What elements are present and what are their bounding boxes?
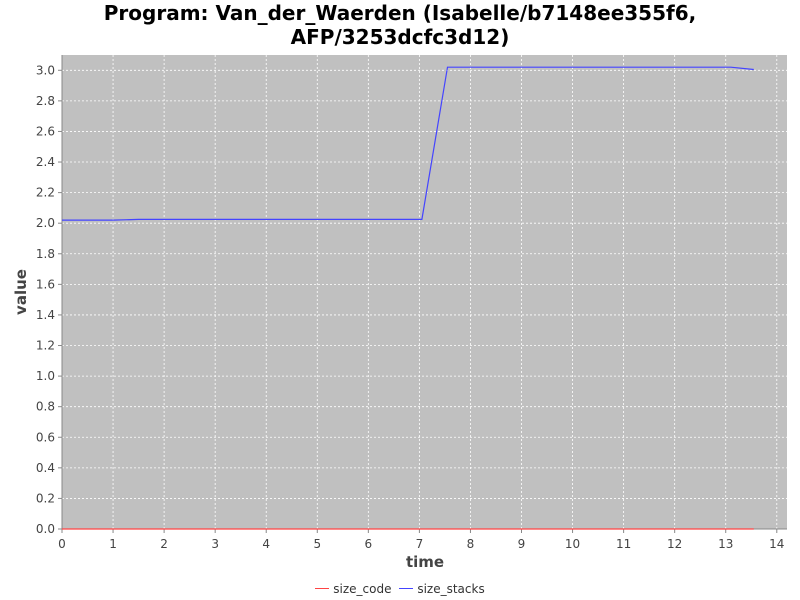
x-tick-label: 7 (416, 537, 424, 551)
y-tick-label: 0.8 (36, 400, 55, 414)
y-tick-label: 1.4 (36, 308, 55, 322)
x-tick-label: 12 (667, 537, 682, 551)
x-tick-label: 0 (58, 537, 66, 551)
y-tick-label: 1.6 (36, 277, 55, 291)
x-axis-label: time (406, 553, 444, 571)
y-tick-label: 2.8 (36, 94, 55, 108)
x-tick-label: 10 (565, 537, 580, 551)
x-tick-label: 3 (211, 537, 219, 551)
y-axis-label: value (12, 269, 30, 315)
y-tick-label: 2.0 (36, 216, 55, 230)
x-tick-label: 11 (616, 537, 631, 551)
legend-item-size-code: size_code (315, 581, 392, 596)
y-tick-label: 0.2 (36, 491, 55, 505)
legend-item-size-stacks: size_stacks (399, 581, 485, 596)
y-tick-label: 1.0 (36, 369, 55, 383)
y-tick-label: 0.4 (36, 461, 55, 475)
x-tick-label: 2 (160, 537, 168, 551)
y-tick-label: 1.8 (36, 247, 55, 261)
y-tick-label: 2.2 (36, 186, 55, 200)
x-tick-label: 5 (313, 537, 321, 551)
chart-title-line-1: Program: Van_der_Waerden (Isabelle/b7148… (103, 1, 697, 25)
legend: size_code size_stacks (0, 578, 800, 596)
legend-swatch-size-stacks (399, 588, 414, 589)
x-tick-label: 1 (109, 537, 117, 551)
chart-title-line-2: AFP/3253dcfc3d12) (290, 25, 510, 49)
y-tick-label: 2.4 (36, 155, 55, 169)
x-tick-label: 6 (365, 537, 373, 551)
y-tick-label: 1.2 (36, 339, 55, 353)
x-tick-label: 13 (718, 537, 733, 551)
series-layer (62, 66, 754, 530)
y-tick-label: 2.6 (36, 124, 55, 138)
x-tick-label: 9 (518, 537, 526, 551)
grid-lines (61, 55, 787, 530)
y-tick-label: 3.0 (36, 63, 55, 77)
legend-label-size-code: size_code (333, 581, 392, 596)
legend-label-size-stacks: size_stacks (417, 581, 485, 596)
y-tick-label: 0.6 (36, 430, 55, 444)
plot-area (62, 55, 787, 529)
legend-swatch-size-code (315, 588, 330, 589)
series-line-size-stacks (62, 66, 754, 221)
x-tick-label: 4 (262, 537, 270, 551)
y-tick-label: 0.0 (36, 522, 55, 536)
x-tick-label: 8 (467, 537, 475, 551)
x-tick-label: 14 (769, 537, 784, 551)
